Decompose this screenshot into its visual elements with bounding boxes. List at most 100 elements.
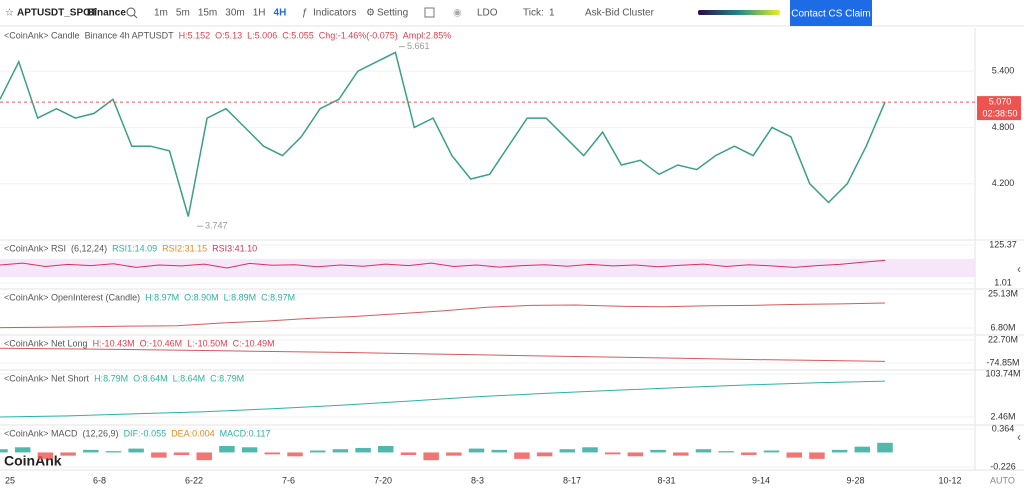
legend-item: Chg:-1.46%(-0.075) — [319, 30, 398, 40]
macd-bar — [491, 449, 507, 453]
auto-button[interactable]: AUTO — [990, 475, 1015, 485]
macd-bar — [173, 452, 190, 456]
legend-item: O:-10.46M — [140, 338, 183, 348]
legend-item: RSI2:31.15 — [162, 243, 207, 253]
symbol[interactable]: APTUSDT_SPOT — [17, 8, 97, 19]
search-icon[interactable] — [126, 7, 136, 17]
legend-item: L:5.006 — [247, 30, 277, 40]
x-tick-label: 8-3 — [471, 475, 484, 485]
interval-button[interactable]: 4H — [274, 8, 287, 19]
last-price-tag — [977, 96, 1021, 121]
macd-bar — [763, 450, 780, 453]
interval-button[interactable]: 1m — [154, 8, 168, 19]
macd-bar — [877, 442, 893, 453]
series-line — [0, 302, 886, 329]
macd-bar — [536, 452, 553, 457]
x-tick-label: 9-14 — [752, 475, 770, 485]
setting-icon[interactable]: ⚙ — [366, 8, 375, 19]
series-line — [0, 51, 886, 217]
indicators-icon[interactable]: ƒ — [302, 8, 308, 19]
macd-bar — [264, 452, 281, 455]
macd-bar — [60, 452, 76, 456]
collapse-arrow[interactable]: ‹ — [1017, 430, 1021, 444]
macd-bar — [673, 452, 689, 456]
macd-bar — [650, 449, 666, 453]
x-tick-label: 10-12 — [938, 475, 961, 485]
y-tick-label: 1.01 — [994, 277, 1012, 287]
coin[interactable]: LDO — [477, 8, 498, 19]
legend-item: RSI1:14.09 — [112, 243, 157, 253]
y-tick-label: 2.46M — [990, 411, 1015, 421]
macd-bar — [423, 452, 439, 461]
macd-bar — [309, 450, 326, 453]
legend-item: MACD:0.117 — [220, 428, 271, 438]
collapse-arrow[interactable]: ‹ — [1017, 262, 1021, 276]
star-icon[interactable]: ☆ — [5, 8, 14, 19]
legend-item: L:8.64M — [173, 373, 206, 383]
setting[interactable]: Setting — [377, 8, 408, 19]
legend-item: (12,26,9) — [83, 428, 119, 438]
macd-bar — [627, 452, 644, 457]
macd-bar — [37, 452, 54, 459]
macd-bar — [128, 448, 144, 453]
y-tick-label: -0.226 — [990, 461, 1016, 471]
macd-bar — [400, 452, 417, 456]
eye-icon[interactable]: ◉ — [453, 8, 462, 19]
macd-bar — [332, 449, 349, 453]
legend-item: C:8.97M — [261, 292, 295, 302]
interval-button[interactable]: 15m — [198, 8, 217, 19]
layout-icon[interactable] — [424, 7, 435, 18]
exchange[interactable]: Binance — [87, 8, 126, 19]
series-line — [0, 380, 886, 418]
heat-gradient[interactable] — [698, 10, 780, 15]
tick-value[interactable]: 1 — [549, 8, 555, 19]
contact-button[interactable] — [790, 0, 872, 26]
y-tick-label: 125.37 — [989, 239, 1017, 249]
x-tick-label: 6-22 — [185, 475, 203, 485]
tick-label: Tick: — [523, 8, 544, 19]
legend-item: O:8.90M — [184, 292, 219, 302]
legend-item: (6,12,24) — [71, 243, 107, 253]
contact-label[interactable]: Contact CS Claim — [791, 9, 870, 20]
interval-button[interactable]: 30m — [225, 8, 244, 19]
last-price-label: 5.070 — [989, 96, 1012, 106]
series-line — [0, 347, 886, 362]
legend-item: O:5.13 — [215, 30, 242, 40]
legend-item: RSI3:41.10 — [212, 243, 257, 253]
y-tick-label: 0.364 — [992, 423, 1015, 433]
y-tick-label: -74.85M — [986, 357, 1019, 367]
legend-item: <CoinAnk> MACD — [4, 428, 78, 438]
macd-bar — [0, 449, 8, 453]
y-tick-label: 25.13M — [988, 288, 1018, 298]
legend-item: H:8.79M — [94, 373, 128, 383]
indicators[interactable]: Indicators — [313, 8, 356, 19]
macd-bar — [83, 449, 99, 453]
legend-item: <CoinAnk> OpenInterest (Candle) — [4, 292, 140, 302]
macd-bar — [854, 446, 871, 453]
rsi-band — [0, 258, 975, 278]
cluster[interactable]: Ask-Bid Cluster — [585, 8, 655, 19]
y-tick-label: 103.74M — [985, 368, 1020, 378]
legend-item: DIF:-0.055 — [124, 428, 167, 438]
macd-bar — [786, 452, 802, 458]
legend-item: Ampl:2.85% — [403, 30, 452, 40]
x-tick-label: 7-6 — [282, 475, 295, 485]
interval-button[interactable]: 5m — [176, 8, 190, 19]
macd-bar — [355, 447, 371, 453]
macd-bar — [582, 447, 598, 453]
macd-bar — [151, 452, 167, 458]
legend-item: O:8.64M — [133, 373, 168, 383]
legend-item: <CoinAnk> Net Short — [4, 373, 90, 383]
annotation: 5.661 — [407, 41, 430, 51]
y-tick-label: 4.800 — [992, 122, 1015, 132]
macd-bar — [219, 446, 235, 453]
interval-button[interactable]: 1H — [253, 8, 266, 19]
macd-bar — [559, 449, 576, 453]
macd-bar — [468, 448, 485, 453]
series-line — [0, 259, 886, 269]
macd-bar — [105, 451, 122, 453]
x-tick-label: 7-20 — [374, 475, 392, 485]
x-tick-label: 8-31 — [657, 475, 675, 485]
legend-item: <CoinAnk> RSI — [4, 243, 66, 253]
